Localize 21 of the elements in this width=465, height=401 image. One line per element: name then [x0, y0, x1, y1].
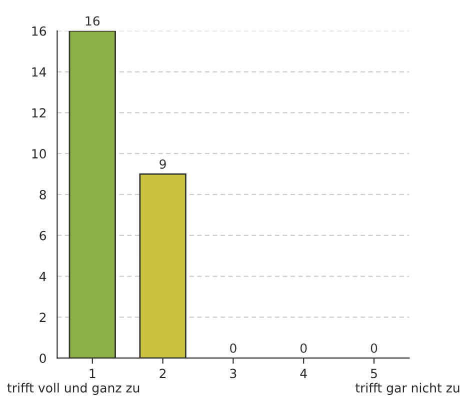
- y-tick-label: 6: [40, 230, 46, 240]
- y-tick-label: 16: [32, 26, 46, 36]
- x-tick-label: 4: [300, 368, 307, 378]
- y-tick-label: 8: [40, 190, 46, 200]
- y-tick-label: 4: [39, 272, 46, 282]
- x-tick-label: 2: [160, 368, 166, 378]
- data-label: 16: [86, 16, 100, 26]
- x-tick-label: 3: [230, 368, 236, 378]
- y-tick-label: 10: [32, 149, 46, 159]
- y-tick-label: 2: [40, 312, 46, 322]
- x-tick-label: 5: [370, 368, 377, 378]
- data-label: 9: [160, 159, 166, 169]
- y-tick-label: 12: [32, 108, 46, 118]
- text: trifft voll und ganz zu: [7, 382, 140, 395]
- text: trifft gar nicht zu: [355, 382, 460, 395]
- y-tick-label: 0: [40, 354, 46, 364]
- data-label: 0: [230, 343, 236, 353]
- data-label: 0: [300, 343, 307, 353]
- x-tick-label: 1: [90, 368, 96, 378]
- y-tick-label: 14: [32, 67, 46, 77]
- data-label: 0: [370, 343, 378, 353]
